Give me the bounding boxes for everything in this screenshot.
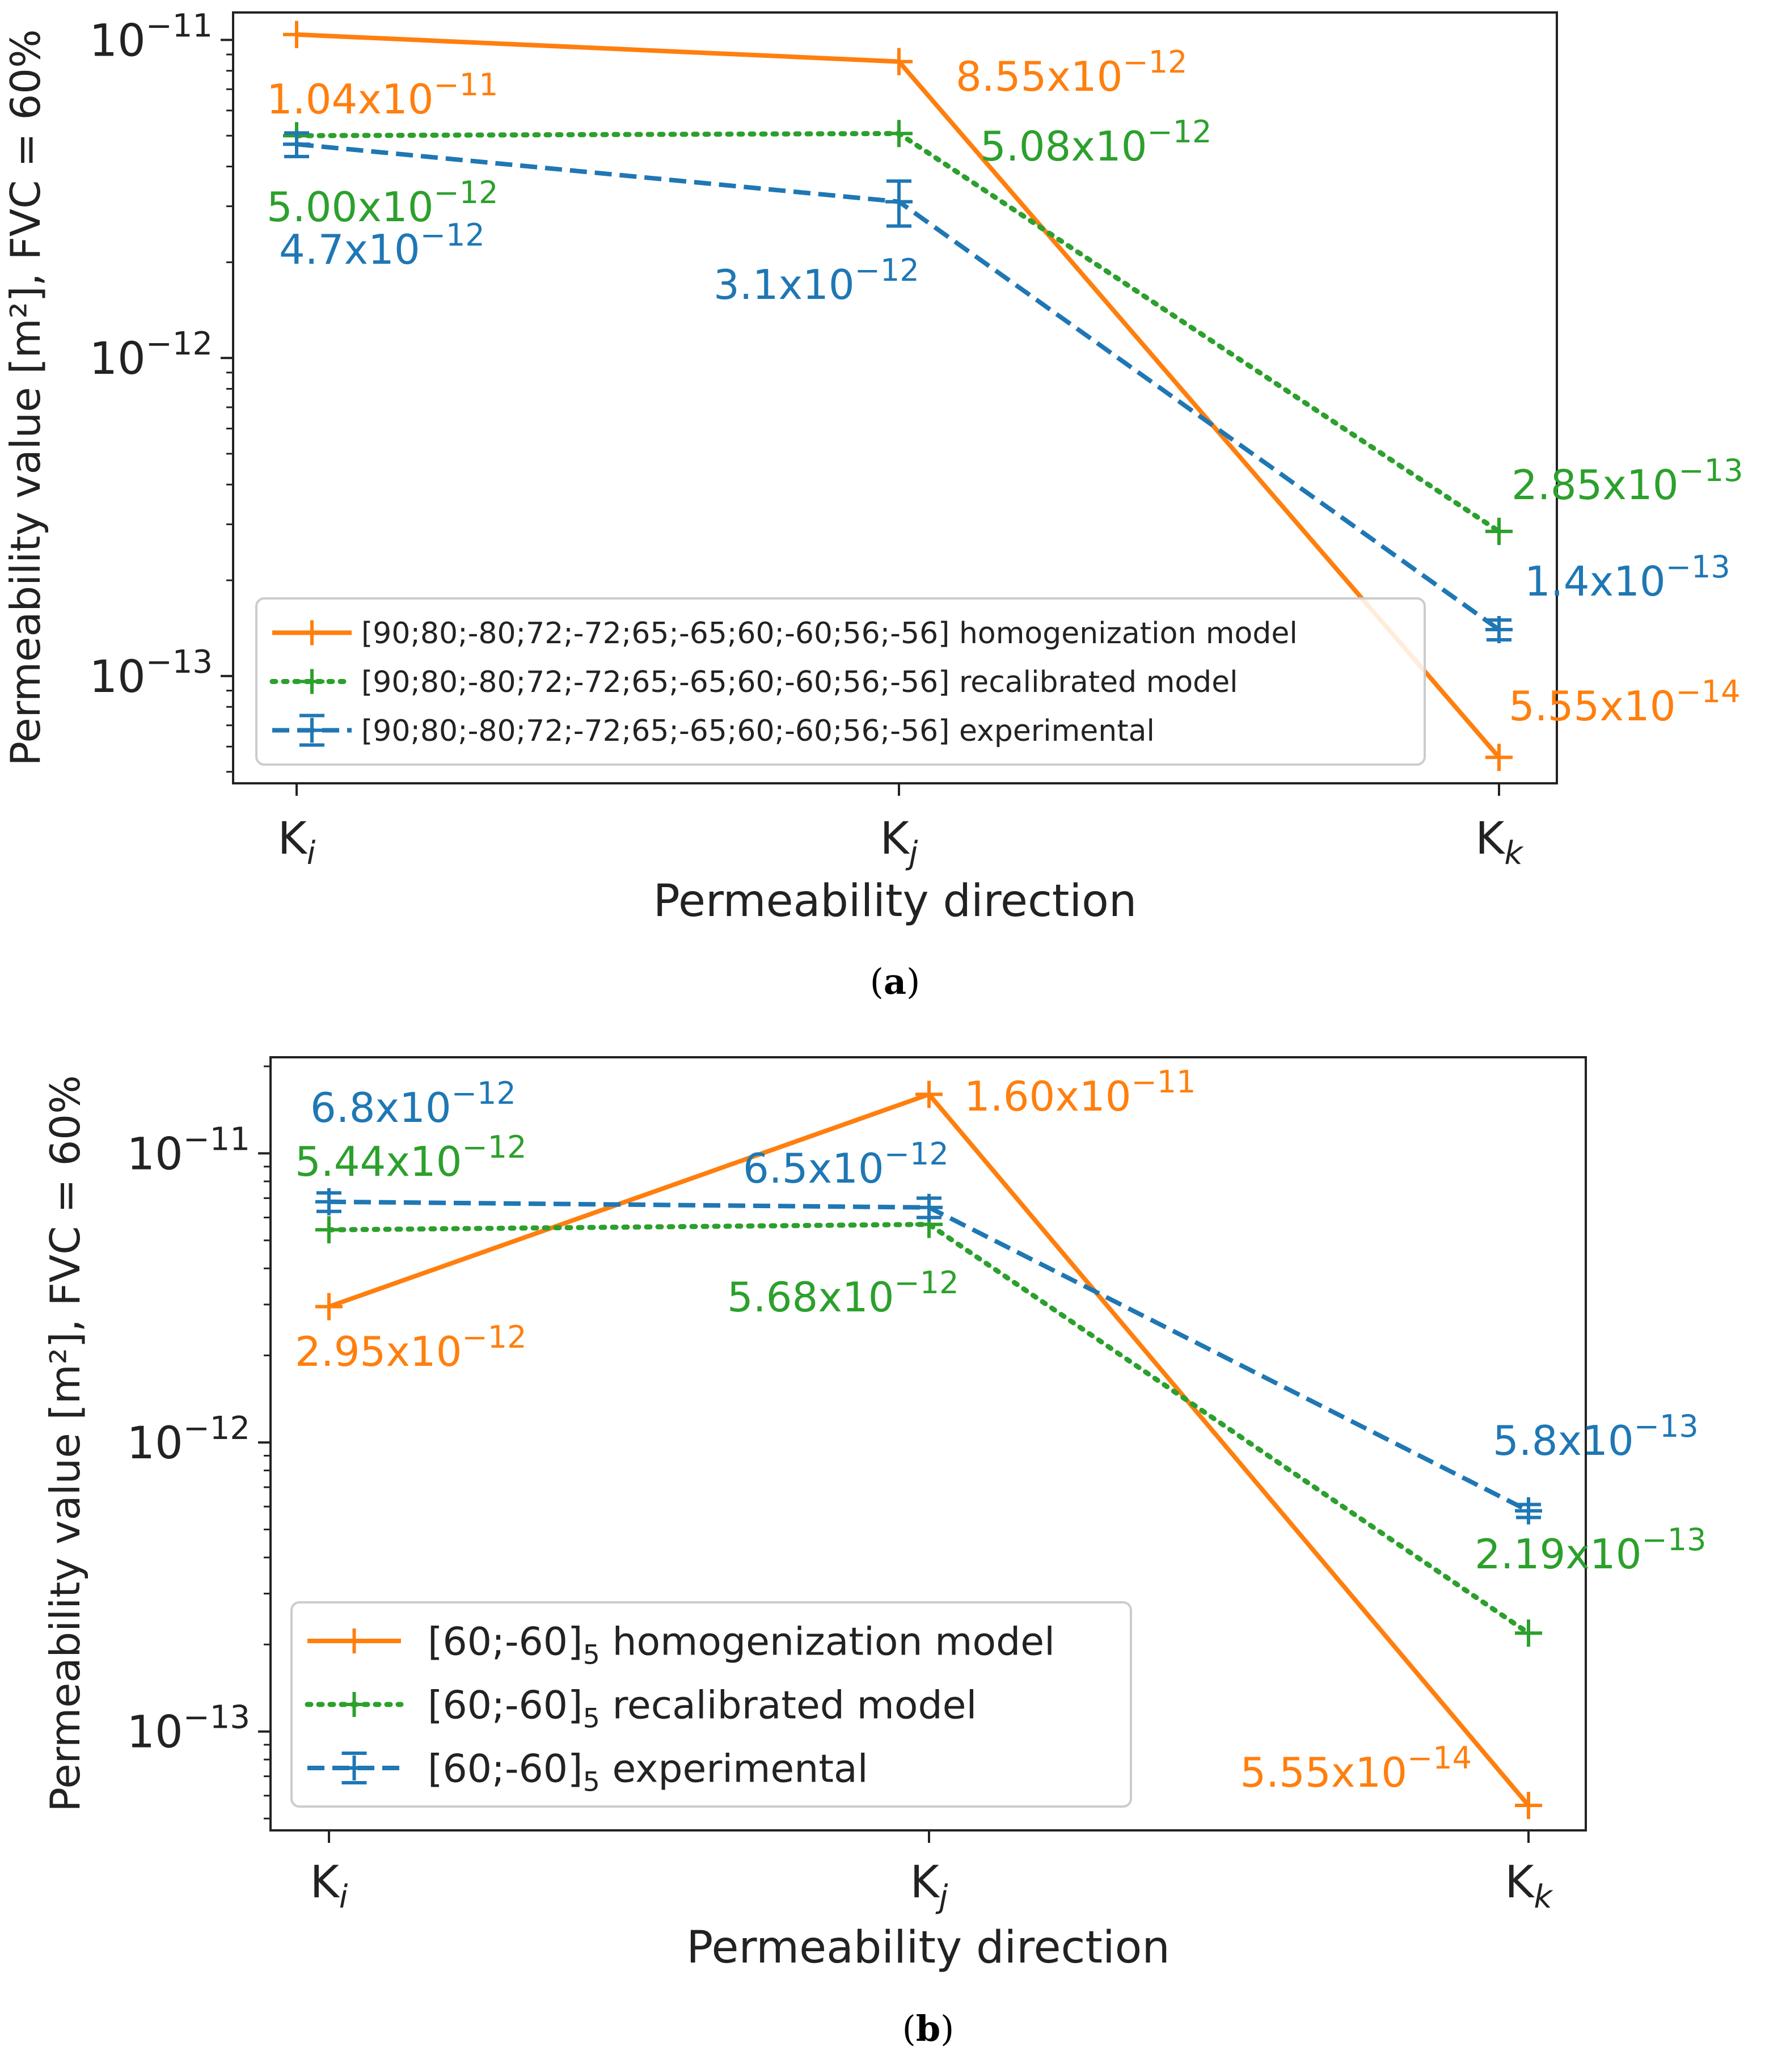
data-point-experimental [915,1193,943,1221]
legend-label: [90;80;-80;72;-72;65;-65;60;-60;56;-56] … [361,665,1238,699]
series-homogenization: 2.95x10−12 1.60x10−11 5.55x10−14 [295,1064,1542,1820]
data-point-homogenization [915,1081,943,1108]
x-tick-label: Kj [910,1857,948,1915]
legend-item-experimental: [60;-60]5 experimental [307,1746,868,1797]
data-point-homogenization [1515,1792,1542,1820]
legend-item-recalibrated: [60;-60]5 recalibrated model [305,1683,977,1734]
y-tick-label: 10−11 [90,7,213,66]
legend-label: [60;-60]5 experimental [428,1746,868,1797]
data-label: 6.8x10−12 [310,1075,516,1132]
y-axis-label: Permeability value [m²], FVC = 60% [2,29,49,766]
panel-caption: (a) [870,961,921,1002]
data-label: 2.95x10−12 [295,1319,527,1375]
x-tick-label: Kk [1475,813,1524,872]
legend-item-experimental: [90;80;-80;72;-72;65;-65;60;-60;56;-56] … [272,714,1155,748]
data-point-recalibrated [1515,1619,1542,1647]
data-point-homogenization [885,48,913,75]
data-label: 5.08x10−12 [980,114,1212,170]
data-point-experimental [315,1188,343,1216]
data-point-homogenization [315,1293,343,1320]
series-recalibrated: 5.44x10−12 5.68x10−12 2.19x10−13 [295,1129,1707,1647]
legend-label: [60;-60]5 homogenization model [428,1619,1055,1670]
data-point-experimental [283,130,310,158]
x-tick-label: Kj [880,813,918,872]
data-label: 3.1x10−12 [713,252,919,309]
data-label: 5.68x10−12 [727,1265,959,1321]
legend-label: [90;80;-80;72;-72;65;-65;60;-60;56;-56] … [361,714,1155,748]
y-tick-label: 10−11 [127,1121,250,1180]
y-tick-label: 10−13 [127,1699,250,1758]
data-point-experimental [1515,1497,1542,1525]
legend-label: [90;80;-80;72;-72;65;-65;60;-60;56;-56] … [361,617,1298,651]
data-label: 5.8x10−13 [1493,1408,1699,1465]
data-label: 5.44x10−12 [295,1129,527,1185]
data-label: 5.55x10−14 [1240,1740,1472,1796]
legend: [90;80;-80;72;-72;65;-65;60;-60;56;-56] … [255,597,1426,766]
x-tick-label: Ki [278,813,316,872]
legend-box [290,1601,1132,1808]
data-point-experimental [885,188,913,216]
data-point-recalibrated [315,1216,343,1244]
data-point-homogenization [283,20,310,48]
data-label: 1.60x10−11 [964,1064,1196,1120]
data-label: 1.04x10−11 [267,67,499,123]
chart-panel-a: 10−11 10−12 10−13 Ki Kj Kk Permeability direct… [2,7,1743,1002]
x-tick-label: Kk [1505,1857,1553,1915]
data-label: 1.4x10−13 [1525,549,1730,605]
legend-item-homogenization: [90;80;-80;72;-72;65;-65;60;-60;56;-56] … [272,617,1298,651]
x-axis-label: Permeability direction [686,1922,1170,1973]
chart-panel-b: 10−11 10−12 10−13 Ki Kj Kk Permeability direct… [41,1056,1707,2049]
data-point-experimental [1485,615,1513,643]
data-label: 2.19x10−13 [1475,1522,1707,1578]
y-axis-label: Permeability value [m²], FVC = 60% [41,1075,89,1812]
data-point-homogenization [1485,744,1513,771]
plot-frame [232,11,1558,784]
series-experimental: 6.8x10−12 6.5x10−12 5.8x10−13 [310,1075,1699,1525]
legend-label: [60;-60]5 recalibrated model [428,1683,977,1734]
legend: [60;-60]5 homogenization model [60;-60]5 … [290,1601,1132,1808]
data-label: 8.55x10−12 [956,44,1188,100]
y-tick-label: 10−12 [90,326,213,385]
y-tick-label: 10−12 [127,1410,250,1469]
series-recalibrated: 5.00x10−12 5.08x10−12 2.85x10−13 [267,114,1743,545]
legend-item-homogenization: [60;-60]5 homogenization model [307,1619,1055,1670]
series-line-experimental [328,1199,1530,1513]
series-homogenization: 1.04x10−11 8.55x10−12 5.55x10−14 [267,20,1741,771]
data-label: 4.7x10−12 [279,217,485,273]
x-axis-label: Permeability direction [653,876,1137,927]
legend-box [255,597,1426,766]
x-tick-label: Ki [310,1857,348,1915]
data-label: 2.85x10−13 [1511,453,1743,509]
legend-item-recalibrated: [90;80;-80;72;-72;65;-65;60;-60;56;-56] … [269,665,1238,699]
data-label: 6.5x10−12 [743,1136,949,1192]
data-point-recalibrated [885,120,913,147]
y-tick-label: 10−13 [90,644,213,703]
data-label: 5.00x10−12 [267,175,499,231]
data-label: 5.55x10−14 [1509,674,1741,730]
data-point-recalibrated [1485,517,1513,545]
series-experimental: 4.7x10−12 3.1x10−12 1.4x10−13 [279,130,1730,643]
panel-caption: (b) [902,2008,955,2049]
